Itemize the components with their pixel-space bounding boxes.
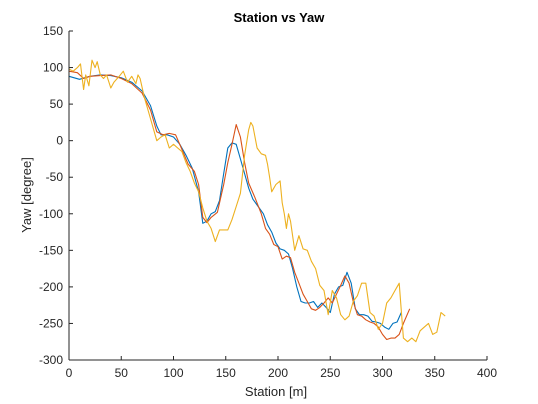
x-tick-label: 50 — [115, 366, 129, 380]
x-tick-label: 250 — [320, 366, 340, 380]
plot-lines — [68, 59, 446, 343]
x-tick-label: 350 — [425, 366, 445, 380]
x-tick-label: 200 — [268, 366, 288, 380]
x-tick-label: 400 — [477, 366, 497, 380]
chart-title: Station vs Yaw — [234, 10, 326, 25]
y-tick-label: 0 — [56, 134, 63, 148]
y-tick-label: -200 — [39, 280, 63, 294]
y-tick-label: 50 — [50, 97, 64, 111]
y-tick-label: -50 — [46, 170, 64, 184]
x-tick-label: 0 — [66, 366, 73, 380]
y-tick-label: 100 — [43, 61, 63, 75]
x-tick-label: 300 — [372, 366, 392, 380]
series-line-2 — [68, 70, 411, 341]
x-tick-label: 100 — [163, 366, 183, 380]
y-axis-label: Yaw [degree] — [19, 157, 34, 233]
x-tick-label: 150 — [216, 366, 236, 380]
ticks: 0 50 100 150 200 250 300 350 400 150 100 50 0 -50 -100… — [39, 24, 497, 380]
y-tick-label: -100 — [39, 207, 63, 221]
y-tick-label: -250 — [39, 316, 63, 330]
y-tick-label: -300 — [39, 353, 63, 367]
y-tick-label: 150 — [43, 24, 63, 38]
x-axis-label: Station [m] — [245, 384, 307, 399]
y-tick-label: -150 — [39, 243, 63, 257]
series-line-3 — [68, 59, 446, 343]
